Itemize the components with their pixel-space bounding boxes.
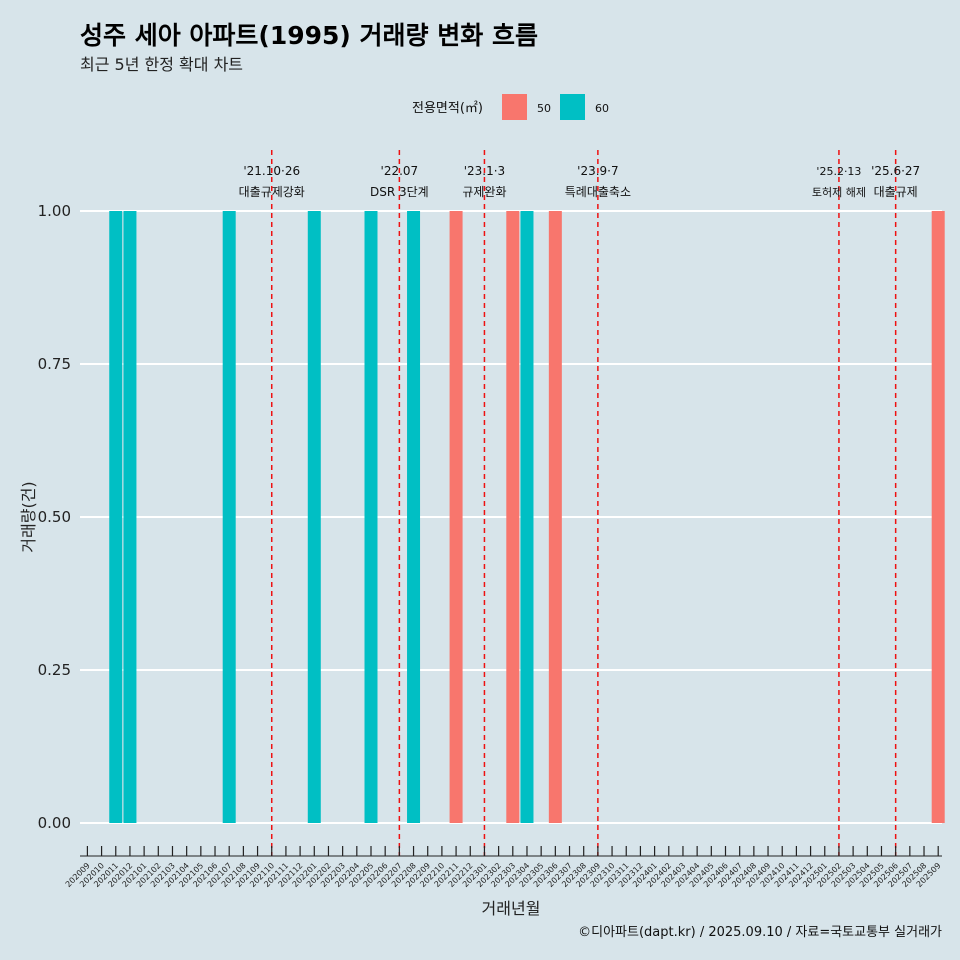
event-label: 규제완화 bbox=[462, 185, 506, 199]
chart-title: 성주 세아 아파트(1995) 거래량 변화 흐름 bbox=[80, 21, 538, 50]
bar-202304 bbox=[520, 211, 534, 823]
bar-202107 bbox=[222, 211, 236, 823]
bar-202306 bbox=[548, 211, 562, 823]
event-lines: '21.10·26 대출규제강화 '22.07 DSR 3단계 '23.1·3 규제완화 '… bbox=[239, 150, 920, 856]
bar-202303 bbox=[506, 211, 520, 823]
event-label: 특례대출축소 bbox=[565, 185, 631, 199]
bar-202201 bbox=[307, 211, 321, 823]
x-axis-label: 거래년월 bbox=[482, 899, 541, 918]
legend: 전용면적(㎡) 50 60 bbox=[412, 94, 609, 120]
event-label: 대출규제강화 bbox=[239, 185, 305, 199]
legend-swatch-60 bbox=[560, 94, 585, 120]
event-label: 토허제 해제 bbox=[812, 185, 866, 199]
y-tick-label: 0.00 bbox=[38, 814, 71, 832]
legend-label-60: 60 bbox=[595, 102, 609, 115]
chart-subtitle: 최근 5년 한정 확대 차트 bbox=[80, 55, 243, 74]
bar-202211 bbox=[449, 211, 463, 823]
event-date: '25.2·13 bbox=[816, 165, 861, 178]
bars bbox=[109, 211, 945, 823]
bar-202208 bbox=[407, 211, 421, 823]
x-axis: 2020092020102020112020122021012021022021… bbox=[64, 846, 943, 889]
bar-202011 bbox=[109, 211, 123, 823]
y-tick-label: 1.00 bbox=[38, 202, 71, 220]
y-tick-label: 0.75 bbox=[38, 355, 71, 373]
y-axis: 0.00 0.25 0.50 0.75 1.00 bbox=[38, 202, 71, 832]
event-date: '23.9·7 bbox=[577, 164, 618, 178]
event-date: '21.10·26 bbox=[243, 164, 300, 178]
caption: ©디아파트(dapt.kr) / 2025.09.10 / 자료=국토교통부 실… bbox=[578, 925, 942, 940]
bar-202012 bbox=[123, 211, 137, 823]
y-axis-label: 거래량(건) bbox=[19, 481, 38, 552]
event-label: DSR 3단계 bbox=[370, 185, 429, 199]
bar-202509 bbox=[931, 211, 945, 823]
legend-label-50: 50 bbox=[537, 102, 551, 115]
legend-title: 전용면적(㎡) bbox=[412, 101, 483, 116]
event-label: 대출규제 bbox=[874, 185, 918, 199]
y-tick-label: 0.50 bbox=[38, 508, 71, 526]
y-tick-label: 0.25 bbox=[38, 661, 71, 679]
bar-202205 bbox=[364, 211, 378, 823]
event-date: '23.1·3 bbox=[464, 164, 505, 178]
legend-swatch-50 bbox=[502, 94, 527, 120]
event-date: '25.6·27 bbox=[871, 164, 920, 178]
event-date: '22.07 bbox=[381, 164, 419, 178]
